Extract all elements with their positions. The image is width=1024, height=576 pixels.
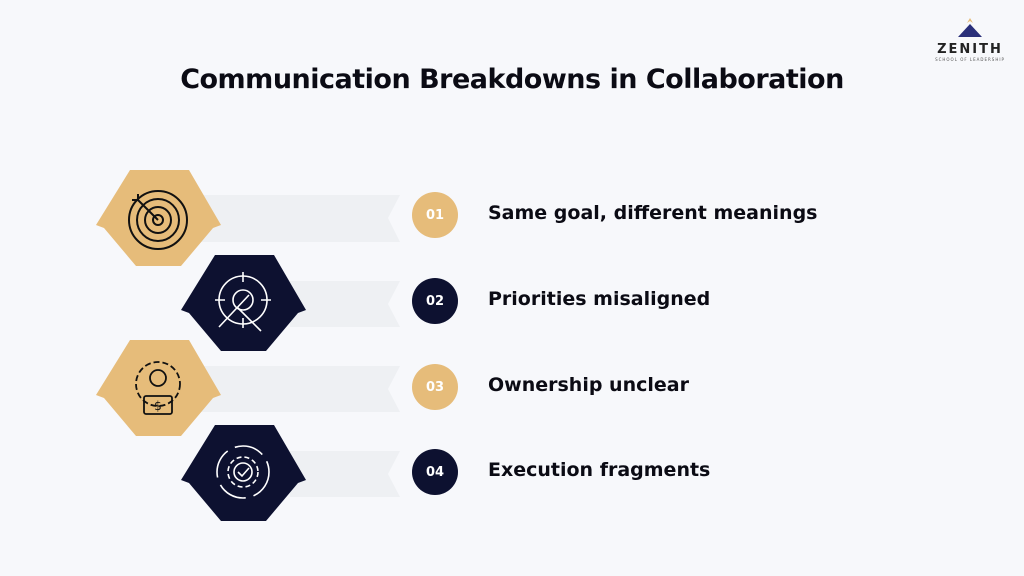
step-number-4: 04 (412, 449, 458, 495)
gear-person-money-icon: $ (135, 361, 181, 415)
hexagon-1 (96, 170, 221, 266)
step-number-2: 02 (412, 278, 458, 324)
hexagon-2 (181, 255, 306, 351)
gear-check-cycle-icon (216, 445, 270, 499)
crosshair-tools-icon (215, 272, 271, 332)
hexagon-3: $ (96, 340, 221, 436)
band-1 (200, 195, 400, 242)
band-2 (290, 281, 400, 327)
step-number-3: 03 (412, 364, 458, 410)
band-3 (200, 366, 400, 412)
page-title: Communication Breakdowns in Collaboratio… (180, 64, 844, 95)
mountain-icon (958, 18, 982, 37)
hexagon-4 (181, 425, 306, 521)
logo-name: ZENITH (937, 42, 1003, 57)
svg-text:$: $ (154, 399, 162, 413)
step-number-1: 01 (412, 192, 458, 238)
step-label-1: Same goal, different meanings (488, 202, 818, 224)
band-4 (290, 451, 400, 497)
step-label-2: Priorities misaligned (488, 288, 711, 310)
step-label-4: Execution fragments (488, 459, 711, 481)
zenith-logo: ZENITH SCHOOL OF LEADERSHIP (930, 16, 1010, 62)
step-label-3: Ownership unclear (488, 374, 689, 396)
target-icon (128, 190, 188, 250)
logo-tagline: SCHOOL OF LEADERSHIP (935, 57, 1005, 62)
